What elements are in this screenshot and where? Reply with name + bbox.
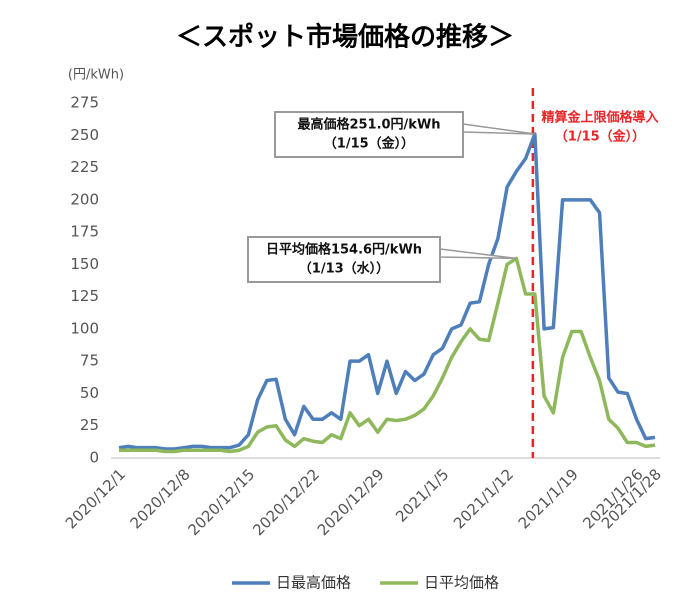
y-tick-label: 200 bbox=[70, 190, 99, 208]
callout-pointer bbox=[462, 123, 535, 135]
series-line bbox=[119, 256, 656, 454]
series-line bbox=[118, 132, 656, 451]
y-tick-label: 50 bbox=[80, 384, 99, 402]
marker-label: （1/15（金）） bbox=[555, 129, 645, 145]
legend-label: 日最高価格 bbox=[276, 574, 351, 592]
x-tick-label: 2020/12/1 bbox=[62, 465, 129, 532]
callout-pointer bbox=[439, 248, 517, 260]
y-tick-label: 225 bbox=[70, 158, 99, 176]
y-tick-label: 25 bbox=[80, 416, 99, 434]
callout-box bbox=[247, 236, 441, 283]
y-tick-label: 175 bbox=[70, 223, 99, 241]
callout-text: 日平均価格154.6円/kWh bbox=[266, 242, 422, 258]
chart-title: ＜スポット市場価格の推移＞ bbox=[176, 22, 514, 53]
x-tick-label: 2020/12/22 bbox=[249, 465, 323, 539]
y-tick-label: 0 bbox=[89, 449, 99, 467]
x-tick-label: 2020/12/15 bbox=[185, 465, 259, 539]
x-tick-label: 2021/1/12 bbox=[450, 465, 517, 532]
callout-box bbox=[274, 111, 464, 158]
y-tick-label: 100 bbox=[70, 319, 99, 337]
callout-text: （1/15（金）） bbox=[324, 136, 414, 152]
y-tick-label: 150 bbox=[70, 255, 99, 273]
y-axis-label: (円/kWh) bbox=[68, 68, 124, 83]
y-tick-label: 125 bbox=[70, 287, 99, 305]
marker-label: 精算金上限価格導入 bbox=[541, 110, 658, 126]
x-tick-label: 2020/12/29 bbox=[314, 465, 388, 539]
callout-text: （1/13（水）） bbox=[299, 261, 389, 277]
legend-label: 日平均価格 bbox=[424, 574, 499, 592]
callout-text: 最高価格251.0円/kWh bbox=[297, 117, 440, 133]
x-tick-label: 2021/1/19 bbox=[515, 465, 582, 532]
y-tick-label: 275 bbox=[70, 94, 99, 112]
x-tick-label: 2020/12/8 bbox=[127, 465, 194, 532]
y-tick-label: 75 bbox=[80, 352, 99, 370]
y-tick-label: 250 bbox=[70, 126, 99, 144]
x-tick-label: 2021/1/5 bbox=[392, 465, 452, 525]
